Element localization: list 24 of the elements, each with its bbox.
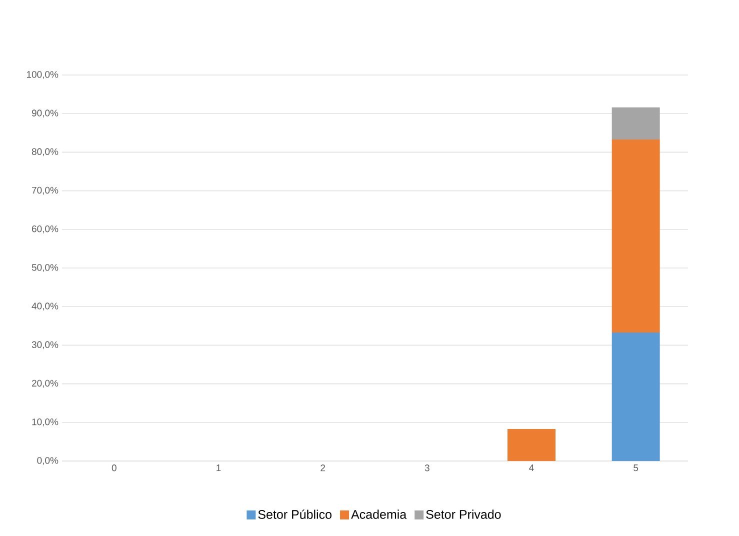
y-tick-label: 60,0% (32, 225, 58, 234)
y-tick-label: 70,0% (32, 186, 58, 195)
x-tick-label: 0 (112, 464, 116, 472)
y-tick-label: 40,0% (32, 302, 58, 311)
y-tick-label: 90,0% (32, 110, 58, 118)
legend-label: Setor Público (258, 510, 332, 519)
legend-label: Academia (351, 510, 407, 519)
x-tick-label: 1 (216, 464, 221, 472)
x-tick-label: 5 (634, 464, 638, 472)
x-tick-label: 3 (424, 464, 430, 472)
bar (508, 428, 556, 461)
y-tick-label: 100,0% (26, 71, 58, 79)
y-tick-label: 20,0% (32, 380, 58, 388)
x-tick-label: 4 (529, 464, 534, 472)
y-tick-label: 0,0% (37, 457, 58, 465)
y-tick-label: 10,0% (32, 418, 58, 426)
y-tick-label: 30,0% (32, 341, 58, 350)
bar (612, 332, 660, 461)
y-tick-label: 80,0% (32, 148, 58, 156)
x-tick-label: 2 (320, 464, 326, 472)
y-tick-label: 50,0% (32, 264, 58, 272)
legend-label: Setor Privado (426, 510, 501, 519)
bar (612, 107, 660, 140)
bar (612, 139, 660, 332)
